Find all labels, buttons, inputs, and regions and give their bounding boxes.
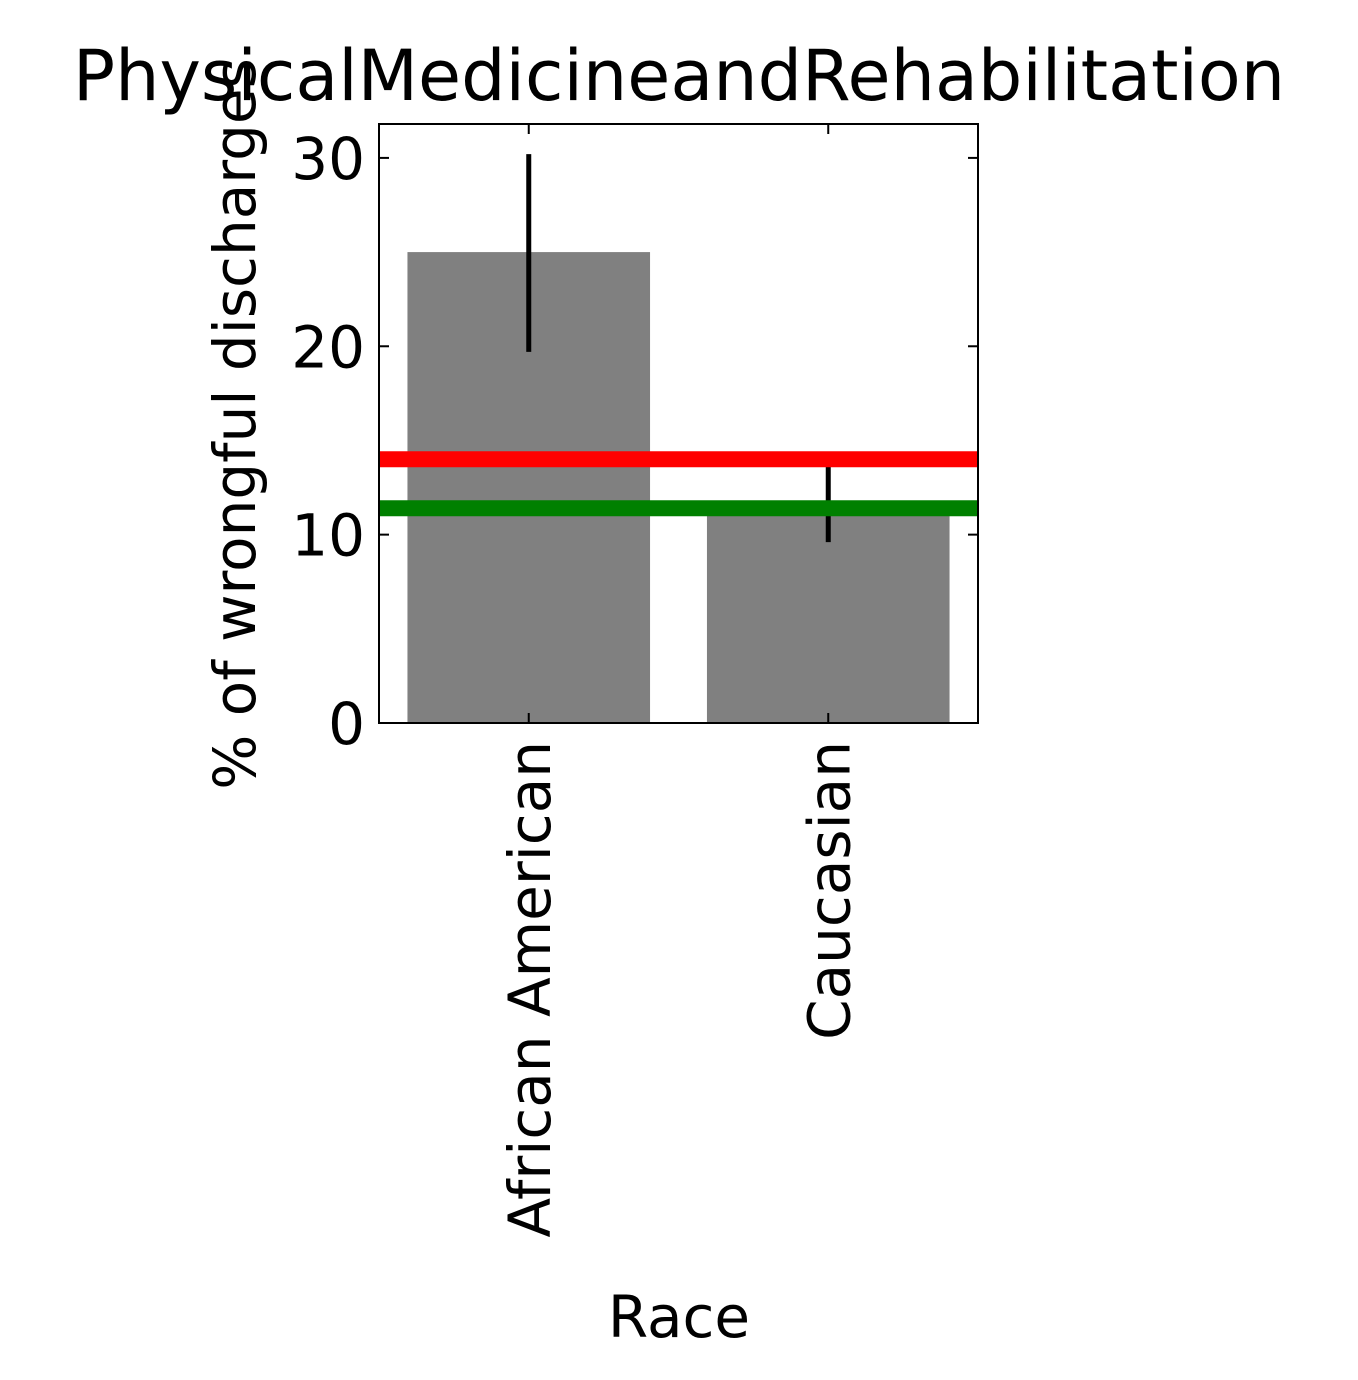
plot-frame [378, 123, 979, 724]
y-axis: 0 10 20 30 [291, 125, 978, 758]
y-tick-label-1: 10 [291, 502, 365, 570]
reference-lines-layer [379, 451, 978, 517]
y-tick-label-2: 20 [291, 313, 365, 381]
x-axis: African American Caucasian [496, 124, 863, 1238]
chart-title: PhysicalMedicineandRehabilitation [73, 35, 1285, 117]
y-tick-label-3: 30 [291, 125, 365, 193]
x-tick-label-0: African American [496, 741, 564, 1238]
y-axis-label: % of wrongful discharges [201, 58, 269, 790]
x-axis-label: Race [608, 1283, 750, 1351]
y-tick-label-0: 0 [328, 690, 365, 758]
x-tick-label-1: Caucasian [795, 741, 863, 1040]
bars-layer [407, 252, 950, 723]
